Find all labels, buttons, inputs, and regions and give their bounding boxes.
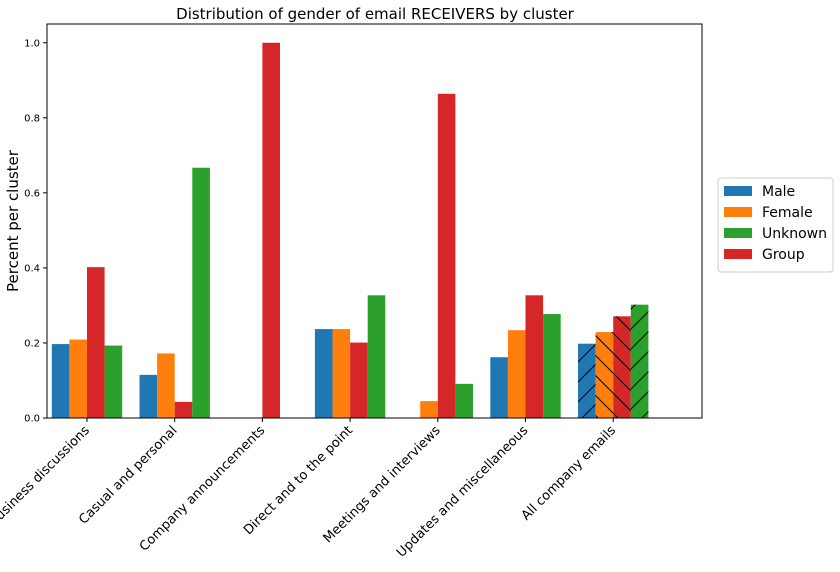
legend-swatch-group (724, 249, 752, 259)
y-tick-label: 0.0 (24, 414, 40, 425)
legend-box (717, 177, 834, 273)
bar-male-business-discussions (51, 344, 70, 418)
x-tick-label-casual-and-personal: Casual and personal (76, 423, 180, 527)
bar-group-updates-and-miscellaneous (525, 295, 544, 418)
bar-hatch-unknown-all-company-emails (630, 304, 649, 418)
y-tick-label: 0.2 (24, 338, 40, 349)
bar-female-casual-and-personal (157, 353, 175, 418)
bar-group-company-announcements (262, 42, 280, 419)
y-tick-label: 0.6 (24, 188, 40, 199)
y-tick-label: 0.8 (24, 113, 40, 124)
legend-label-female: Female (762, 205, 813, 221)
y-tick-label: 0.4 (24, 263, 40, 274)
bar-group-direct-and-to-the-point (350, 342, 368, 418)
bar-hatch-male-all-company-emails (578, 343, 596, 418)
bar-male-direct-and-to-the-point (314, 329, 333, 418)
bar-female-meetings-and-interviews (420, 401, 438, 418)
bar-unknown-direct-and-to-the-point (367, 295, 386, 418)
legend-swatch-unknown (724, 228, 752, 238)
legend-swatch-female (724, 207, 752, 217)
legend-label-male: Male (762, 184, 795, 200)
bar-unknown-updates-and-miscellaneous (543, 314, 561, 418)
bar-female-updates-and-miscellaneous (507, 330, 526, 418)
legend-swatch-male (724, 186, 752, 196)
y-tick-label: 1.0 (24, 38, 40, 49)
chart-title: Distribution of gender of email RECEIVER… (176, 5, 575, 23)
bar-unknown-casual-and-personal (192, 167, 210, 418)
legend-label-group: Group (762, 247, 805, 263)
bar-unknown-meetings-and-interviews (455, 383, 473, 418)
plot-frame (46, 23, 703, 419)
bar-female-business-discussions (69, 339, 87, 418)
y-axis-label: Percent per cluster (4, 149, 22, 292)
bar-group-casual-and-personal (174, 401, 193, 418)
y-axis-ticks: 0.0 0.2 0.4 0.6 0.8 1.0 (24, 38, 47, 425)
bar-female-direct-and-to-the-point (332, 329, 351, 418)
bars-group (51, 42, 649, 419)
bar-hatch-group-all-company-emails (613, 316, 631, 418)
bar-group-meetings-and-interviews (437, 93, 456, 419)
legend-label-unknown: Unknown (762, 226, 827, 242)
bar-male-casual-and-personal (139, 374, 158, 418)
bar-unknown-business-discussions (104, 345, 123, 418)
bar-hatch-female-all-company-emails (595, 332, 614, 418)
bar-male-updates-and-miscellaneous (490, 357, 508, 418)
x-tick-label-all-company-emails: All company emails (519, 423, 620, 524)
bar-group-business-discussions (87, 267, 105, 418)
legend: Male Female Unknown Group (717, 177, 834, 273)
